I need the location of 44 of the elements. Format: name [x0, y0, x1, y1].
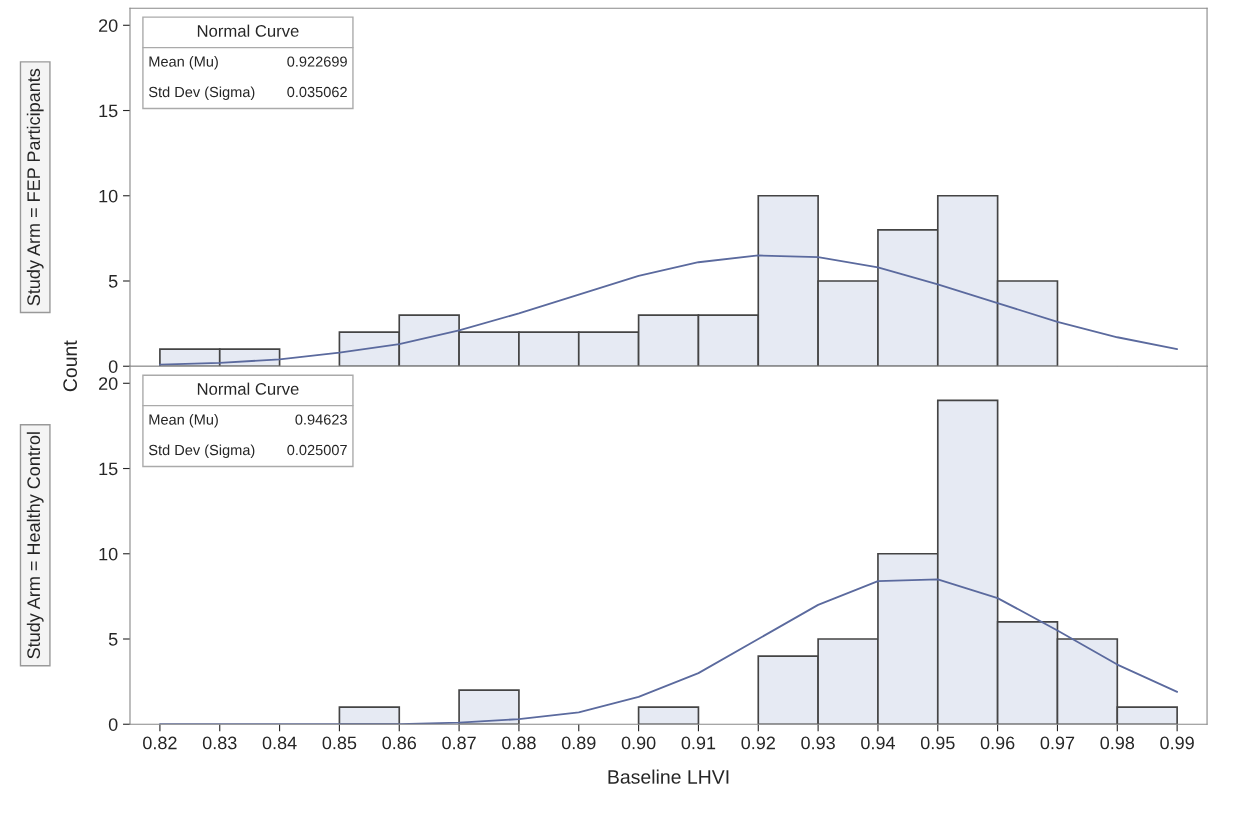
y-tick-label: 20: [99, 377, 118, 390]
x-tick-label: 0.88: [502, 736, 536, 750]
x-tick-label: 0.96: [980, 736, 1015, 750]
annotation: 0.922699: [287, 56, 347, 67]
annotation: Normal Curve: [197, 24, 299, 37]
x-tick-label: 0.82: [143, 736, 177, 750]
x-tick-label: 0.90: [621, 736, 656, 750]
annotation: Mean (Mu): [149, 56, 218, 70]
x-tick-label: 0.83: [202, 736, 237, 750]
x-tick-label: 0.91: [681, 736, 716, 750]
line-series: [159, 254, 1179, 366]
y-tick-label: 5: [108, 633, 118, 646]
x-tick-label: 0.93: [801, 736, 835, 750]
annotation: Std Dev (Sigma): [148, 86, 255, 101]
annotation: Std Dev (Sigma): [148, 444, 255, 459]
x-tick-label: 0.84: [262, 736, 297, 750]
y-tick-label: 0: [108, 718, 118, 731]
y-tick-label: 20: [99, 19, 118, 32]
y-tick-label: 15: [99, 104, 118, 118]
annotation: Normal Curve: [197, 382, 299, 395]
x-axis-title: Baseline LHVI: [608, 769, 729, 784]
line-series: [159, 578, 1179, 725]
x-tick-label: 0.95: [920, 736, 955, 750]
x-tick-label: 0.97: [1040, 736, 1075, 750]
x-tick-label: 0.99: [1160, 736, 1194, 750]
y-tick-label: 10: [99, 189, 118, 203]
y-tick-label: 5: [108, 275, 118, 288]
annotation: Mean (Mu): [149, 414, 218, 428]
annotation: 0.025007: [287, 444, 347, 456]
x-tick-label: 0.98: [1100, 736, 1135, 750]
text: Study Arm = FEP Participants: [26, 68, 44, 306]
annotation: 0.94623: [295, 414, 347, 425]
y-axis-title: Count: [63, 340, 78, 392]
y-tick-label: 0: [108, 360, 118, 373]
text: Study Arm = Healthy Control: [26, 432, 44, 659]
x-tick-label: 0.85: [322, 736, 357, 750]
y-tick-label: 10: [99, 547, 118, 561]
x-tick-label: 0.94: [861, 736, 895, 750]
y-tick-label: 15: [99, 462, 118, 476]
annotation: 0.035062: [287, 86, 347, 98]
x-tick-label: 0.89: [561, 736, 596, 750]
x-tick-label: 0.86: [382, 736, 417, 750]
x-tick-label: 0.87: [442, 736, 476, 750]
x-tick-label: 0.92: [741, 736, 775, 750]
